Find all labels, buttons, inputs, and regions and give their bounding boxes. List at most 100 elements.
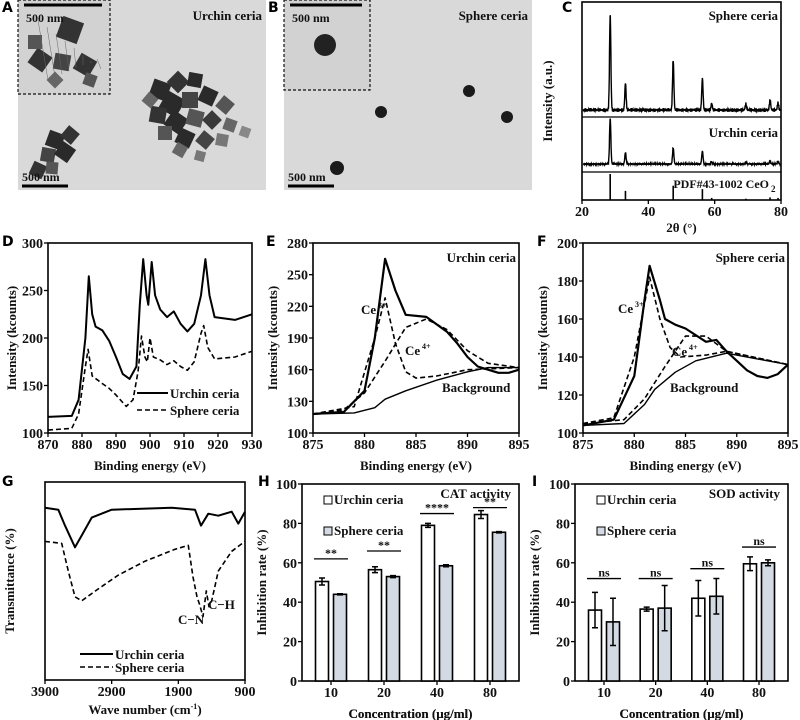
x-tick-label: 20 — [377, 686, 391, 701]
nanoparticle — [39, 146, 57, 164]
legend-label: Urchin ceria — [607, 492, 677, 507]
x-tick-label: 40 — [430, 686, 444, 701]
significance-label: **** — [425, 501, 449, 515]
panel-letter-F: F — [537, 234, 547, 250]
legend-label: Urchin ceria — [334, 492, 404, 507]
series-urchin-ceria — [47, 258, 253, 418]
significance-label: ns — [650, 566, 662, 580]
x-tick-label: 80 — [483, 686, 497, 701]
y-axis-label: Intensity (kcounts) — [535, 286, 550, 390]
ce3-label: Ce — [618, 301, 633, 316]
plot-frame — [312, 242, 520, 434]
x-axis-label-part: -1 — [191, 702, 198, 711]
error-bar — [496, 530, 502, 534]
reference-label: PDF#43-1002 CeO — [673, 177, 769, 191]
plot-title: CAT activity — [440, 486, 511, 501]
bar-sphere — [438, 564, 454, 682]
nanoparticle — [186, 71, 204, 89]
y-tick-label: 100 — [287, 427, 308, 442]
x-tick-label: 880 — [72, 438, 93, 453]
background-label: Background — [670, 380, 739, 395]
legend-label: Sphere ceria — [334, 523, 404, 538]
plot-frame — [581, 1, 782, 201]
error-bar — [643, 606, 650, 612]
inset-scale-label: 500 nm — [292, 11, 330, 25]
ce4-superscript: 4+ — [422, 342, 431, 351]
nanoparticle — [148, 105, 168, 125]
x-tick-label: 885 — [675, 438, 696, 453]
series-ce4 — [312, 318, 520, 415]
chart-G: 3900 2900 1900 900 Transmittance (%) Wave num… — [2, 481, 256, 717]
y-tick-label: 250 — [287, 269, 308, 284]
reference-subscript: 2 — [771, 184, 776, 194]
legend-label: Sphere ceria — [115, 660, 185, 675]
inset-urchin-spike — [96, 58, 102, 70]
series-urchin-ceria — [582, 118, 781, 168]
y-tick-label: 220 — [287, 300, 308, 315]
significance-label: ns — [753, 534, 765, 548]
ce4-superscript: 4+ — [689, 343, 698, 352]
y-tick-label: 20 — [283, 636, 297, 651]
nanoparticle — [197, 85, 219, 107]
y-axis-label: Intensity (kcounts) — [265, 286, 280, 390]
series-background — [582, 352, 789, 427]
series-sphere-ceria — [582, 15, 781, 114]
panel-letter-H: H — [258, 474, 270, 490]
x-axis-label: Binding energy (eV) — [94, 458, 206, 473]
series-background — [312, 366, 519, 415]
bar-sphere — [760, 561, 776, 682]
nanoparticle — [166, 70, 190, 94]
x-axis-label: Concentration (μg/ml) — [349, 706, 473, 720]
nanoparticle — [28, 160, 48, 180]
x-tick-label: 3900 — [31, 685, 59, 700]
nanoparticle — [463, 85, 475, 97]
y-tick-label: 280 — [287, 237, 308, 252]
ce4-label: Ce — [672, 344, 687, 359]
nanoparticle — [60, 125, 80, 145]
inset-scale-label: 500 nm — [26, 11, 64, 25]
inset-particle — [72, 52, 98, 78]
nanoparticle — [375, 106, 387, 118]
y-tick-label: 190 — [287, 332, 308, 347]
x-tick-label: 2900 — [98, 685, 126, 700]
error-bar — [592, 591, 598, 629]
inset-particle — [46, 71, 64, 89]
ce4-label: Ce — [405, 343, 420, 358]
series-ce3 — [582, 276, 789, 425]
y-tick-label: 80 — [556, 517, 570, 532]
c-n-label: C−N — [178, 612, 205, 627]
series-urchin-ceria — [44, 506, 246, 549]
y-tick-label: 0 — [290, 675, 297, 690]
significance-label: ** — [484, 495, 496, 509]
x-tick-label: 60 — [708, 205, 722, 220]
y-tick-label: 160 — [557, 313, 578, 328]
significance-label: ns — [598, 566, 610, 580]
y-tick-label: 100 — [549, 478, 570, 493]
x-tick-label: 10 — [597, 686, 611, 701]
significance-label: ns — [702, 556, 714, 570]
y-tick-label: 150 — [22, 380, 43, 395]
plot-frame — [574, 483, 789, 682]
inset-urchin-spike — [46, 26, 56, 78]
error-bar — [610, 597, 616, 647]
x-tick-label: 910 — [174, 438, 195, 453]
y-tick-label: 60 — [283, 557, 297, 572]
inset-urchin-spike — [73, 47, 77, 69]
tem-image-A: 500 nm Urchin ceria 500 nm — [17, 0, 266, 190]
legend-label: Sphere ceria — [170, 403, 240, 418]
legend-label: Sphere ceria — [607, 523, 677, 538]
nanoparticle — [53, 140, 77, 164]
inset-urchin-spike — [37, 19, 49, 81]
bar-urchin — [367, 568, 383, 682]
x-axis-label: 2θ (°) — [666, 220, 696, 235]
x-tick-label: 880 — [624, 438, 645, 453]
series-ce3 — [312, 297, 520, 415]
x-axis-label: Binding energy (eV) — [630, 458, 742, 473]
x-tick-label: 875 — [573, 438, 594, 453]
error-bar — [478, 509, 484, 520]
inset-particle — [314, 34, 336, 56]
y-tick-label: 160 — [287, 364, 308, 379]
x-axis-label: Concentration (μg/ml) — [349, 706, 473, 720]
y-tick-label: 180 — [557, 275, 578, 290]
